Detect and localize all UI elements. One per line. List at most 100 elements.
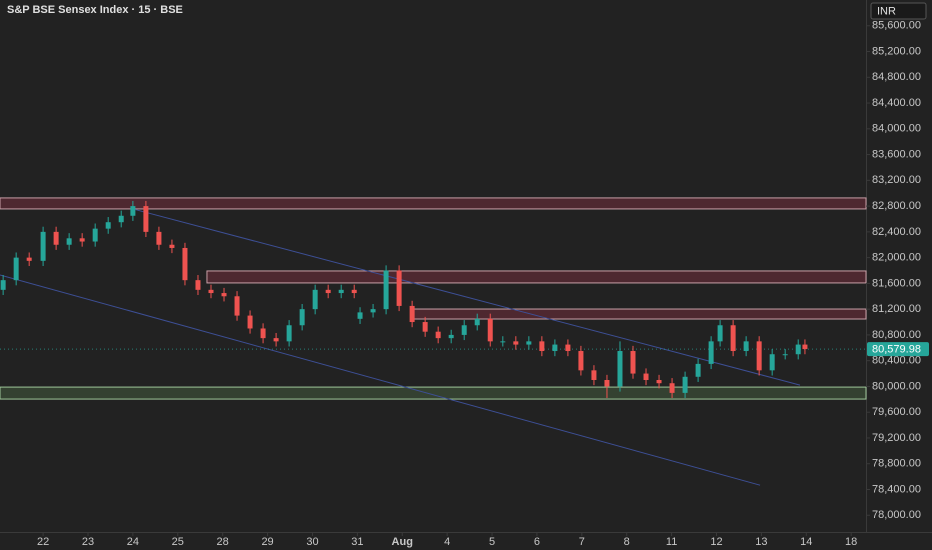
candle-body <box>717 325 723 342</box>
candle-body <box>26 257 32 261</box>
zone <box>206 270 867 284</box>
candle-body <box>500 341 506 343</box>
trend-line <box>132 208 801 386</box>
candle-body <box>118 215 124 223</box>
x-tick-label: 6 <box>534 536 540 548</box>
candle-body <box>669 383 675 393</box>
y-tick-label: 81,600.00 <box>872 277 921 289</box>
candle-body <box>552 344 558 352</box>
x-tick-label: 18 <box>845 536 857 548</box>
candle-body <box>539 341 545 352</box>
last-price-box <box>867 342 929 357</box>
x-tick-label: 14 <box>800 536 812 548</box>
candle-body <box>435 331 441 339</box>
candle-body <box>325 289 331 294</box>
candle-body <box>143 206 149 232</box>
candle-body <box>656 380 662 384</box>
x-tick-label: 11 <box>666 536 677 548</box>
candle-body <box>53 231 59 245</box>
candle-body <box>312 289 318 310</box>
x-tick-label: 25 <box>172 536 184 548</box>
candle-body <box>156 231 162 245</box>
candle-body <box>383 270 389 310</box>
candle-body <box>630 351 636 374</box>
x-tick-label: 8 <box>624 536 630 548</box>
candle-body <box>526 341 532 345</box>
y-tick-label: 80,400.00 <box>872 355 921 367</box>
candle-body <box>487 318 493 342</box>
trend-line <box>0 274 761 486</box>
x-tick-label: 31 <box>351 536 363 548</box>
y-tick-label: 79,200.00 <box>872 432 921 444</box>
candle-body <box>66 238 72 245</box>
candle-body <box>769 354 775 371</box>
candle-body <box>273 338 279 342</box>
candle-body <box>234 296 240 316</box>
y-tick-label: 84,800.00 <box>872 71 921 83</box>
candle-body <box>578 351 584 371</box>
x-tick-label: 22 <box>37 536 49 548</box>
y-tick-label: 79,600.00 <box>872 406 921 418</box>
candle-body <box>782 354 788 356</box>
candle-body <box>221 293 227 297</box>
candle-body <box>409 305 415 323</box>
candle-body <box>756 341 762 371</box>
candle-body <box>448 334 454 339</box>
candle-body <box>370 309 376 313</box>
candle-body <box>182 247 188 281</box>
candle-body <box>591 370 597 380</box>
candle-body <box>299 309 305 326</box>
candle-body <box>130 206 136 216</box>
y-tick-label: 80,000.00 <box>872 380 921 392</box>
chart-title: S&P BSE Sensex Index · 15 · BSE <box>7 4 183 16</box>
x-tick-label: 23 <box>82 536 94 548</box>
zone <box>0 386 867 400</box>
candle-body <box>92 228 98 242</box>
candle-body <box>247 315 253 329</box>
candle-body <box>351 289 357 294</box>
y-tick-label: 80,800.00 <box>872 329 921 341</box>
candle-body <box>105 222 111 229</box>
candle-body <box>338 289 344 294</box>
candle-body <box>357 312 363 319</box>
x-tick-label: 7 <box>579 536 585 548</box>
candle-body <box>286 325 292 342</box>
zone <box>413 308 867 320</box>
last-price-label: 80,579.98 <box>872 343 921 355</box>
candle-body <box>743 341 749 352</box>
candle-body <box>708 341 714 364</box>
candle-body <box>795 344 801 355</box>
candle-body <box>513 341 519 345</box>
candle-body <box>13 257 19 281</box>
x-tick-label: 28 <box>217 536 229 548</box>
y-tick-label: 83,200.00 <box>872 174 921 186</box>
x-tick-label: 30 <box>306 536 318 548</box>
y-tick-label: 85,200.00 <box>872 45 921 57</box>
x-tick-label: 24 <box>127 536 139 548</box>
candle-body <box>260 328 266 339</box>
x-tick-label: 12 <box>710 536 722 548</box>
candle-body <box>461 325 467 335</box>
y-tick-label: 82,000.00 <box>872 252 921 264</box>
candle-body <box>208 289 214 294</box>
x-tick-label: 29 <box>261 536 273 548</box>
candle-body <box>565 344 571 352</box>
y-tick-label: 81,200.00 <box>872 303 921 315</box>
y-tick-label: 78,000.00 <box>872 509 921 521</box>
candle-body <box>40 231 46 261</box>
x-tick-label: 13 <box>755 536 767 548</box>
candle-body <box>396 270 402 306</box>
y-tick-label: 84,000.00 <box>872 123 921 135</box>
plot-area <box>0 197 867 486</box>
candle-body <box>682 376 688 393</box>
y-tick-label: 84,400.00 <box>872 97 921 109</box>
candle-body <box>695 363 701 377</box>
y-tick-label: 78,400.00 <box>872 483 921 495</box>
x-tick-label: Aug <box>392 536 413 548</box>
y-tick-label: 83,600.00 <box>872 148 921 160</box>
candle-body <box>802 344 808 350</box>
candle-body <box>79 238 85 242</box>
candle-body <box>195 280 201 290</box>
